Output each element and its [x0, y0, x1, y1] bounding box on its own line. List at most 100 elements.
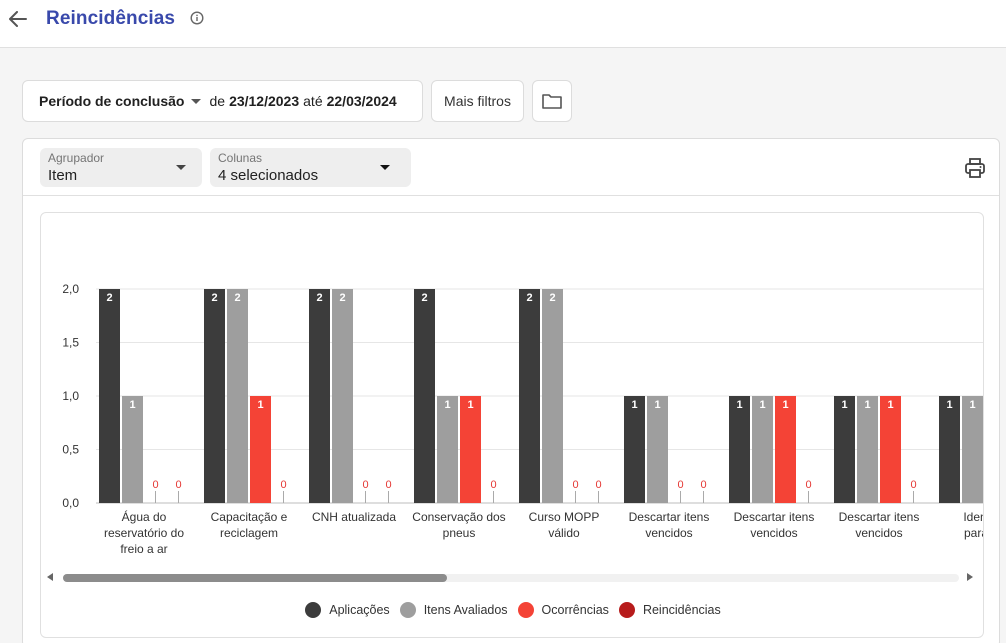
x-tick-label: Identific para co: [963, 510, 984, 540]
bar-data-label: 1: [631, 399, 637, 411]
bar-data-label: 1: [467, 399, 473, 411]
bar-data-label: 0: [152, 479, 158, 491]
report-panel: Agrupador Item Colunas 4 selecionados 0,…: [22, 138, 1000, 643]
more-filters-button[interactable]: Mais filtros: [431, 80, 524, 122]
bar: [752, 396, 773, 503]
bar: [880, 396, 901, 503]
bar-data-label: 0: [572, 479, 578, 491]
back-arrow-icon[interactable]: [6, 6, 30, 32]
print-icon[interactable]: [963, 156, 987, 180]
bar-data-label: 2: [526, 292, 532, 304]
scroll-thumb[interactable]: [63, 574, 447, 582]
top-bar: Reincidências: [0, 0, 1006, 48]
panel-toolbar: Agrupador Item Colunas 4 selecionados: [23, 139, 999, 196]
legend-item-ocorrencias[interactable]: Ocorrências: [517, 602, 609, 618]
bar-chart: 0,0 0,5 1,0 1,5 2,0 2 1 0 0 Água do reservatório d…: [62, 282, 984, 556]
x-tick-label: Curso MOPP válido: [529, 510, 600, 540]
bar: [962, 396, 983, 503]
to-date: 22/03/2024: [326, 93, 397, 109]
bar-data-label: 0: [490, 479, 496, 491]
bar: [414, 289, 435, 503]
legend-dot: [399, 602, 416, 618]
bar-data-label: 0: [910, 479, 916, 491]
bar-data-label: 2: [316, 292, 322, 304]
x-tick-label-line: vencidos: [750, 526, 797, 540]
y-tick-label: 1,5: [62, 336, 79, 350]
chart-scrollbar[interactable]: [41, 570, 983, 586]
bar-data-label: 0: [385, 479, 391, 491]
x-tick-label-line: reciclagem: [220, 526, 278, 540]
from-date: 23/12/2023: [229, 93, 300, 109]
legend-label: Itens Avaliados: [423, 603, 508, 617]
period-label: Período de conclusão: [39, 93, 185, 109]
legend-label: Ocorrências: [541, 603, 609, 617]
grouper-value: Item: [48, 167, 78, 184]
bar-data-label: 2: [339, 292, 345, 304]
bar: [332, 289, 353, 503]
bar-data-label: 1: [782, 399, 788, 411]
bar-data-label: 0: [677, 479, 683, 491]
bar-data-label: 1: [841, 399, 847, 411]
x-tick-label-line: pneus: [443, 526, 476, 540]
bar: [542, 289, 563, 503]
bar: [309, 289, 330, 503]
bar: [227, 289, 248, 503]
bar: [729, 396, 750, 503]
x-tick-label: Descartar itens vencidos: [839, 510, 920, 540]
scroll-left-arrow-icon[interactable]: [47, 573, 53, 581]
x-tick-label-line: vencidos: [645, 526, 692, 540]
x-tick-label-line: CNH atualizada: [312, 510, 396, 524]
columns-select[interactable]: Colunas 4 selecionados: [210, 148, 411, 187]
legend-item-reincidencias[interactable]: Reincidências: [618, 602, 721, 618]
x-tick-label-line: Conservação dos: [412, 510, 505, 524]
legend-label: Reincidências: [642, 603, 721, 617]
from-word: de: [209, 93, 226, 109]
x-tick-label-line: vencidos: [855, 526, 902, 540]
bar-data-label: 1: [444, 399, 450, 411]
x-tick-label-line: Descartar itens: [839, 510, 920, 524]
period-filter[interactable]: Período de conclusão de 23/12/2023 até 2…: [22, 80, 423, 122]
bar: [519, 289, 540, 503]
bar-data-label: 0: [700, 479, 706, 491]
x-tick-label-line: válido: [548, 526, 580, 540]
x-tick-label-line: Curso MOPP: [529, 510, 600, 524]
x-tick-label-line: Capacitação e: [211, 510, 288, 524]
legend-item-itens-avaliados[interactable]: Itens Avaliados: [399, 602, 508, 618]
x-tick-label: Água do reservatório do freio a ar: [104, 509, 184, 556]
grouper-select[interactable]: Agrupador Item: [40, 148, 202, 187]
x-tick-label: Capacitação e reciclagem: [211, 510, 288, 540]
bar-data-label: 0: [805, 479, 811, 491]
bar: [834, 396, 855, 503]
bar-data-label: 1: [129, 399, 135, 411]
bar: [857, 396, 878, 503]
x-tick-label-line: freio a ar: [120, 542, 167, 556]
folder-icon: [542, 94, 562, 109]
bar: [437, 396, 458, 503]
x-tick-label: Descartar itens vencidos: [734, 510, 815, 540]
bar-data-label: 2: [421, 292, 427, 304]
bar-data-label: 1: [969, 399, 975, 411]
bar: [204, 289, 225, 503]
bar-data-label: 1: [887, 399, 893, 411]
legend-dot: [517, 602, 534, 618]
y-tick-label: 0,0: [62, 496, 79, 510]
scroll-right-arrow-icon[interactable]: [967, 573, 973, 581]
x-tick-label: Conservação dos pneus: [412, 510, 505, 540]
dropdown-arrow-icon: [176, 165, 186, 170]
legend-dot: [305, 602, 322, 618]
bar-data-label: 0: [280, 479, 286, 491]
legend-item-aplicacoes[interactable]: Aplicações: [305, 602, 390, 618]
bar: [122, 396, 143, 503]
bar-data-label: 2: [211, 292, 217, 304]
bar: [99, 289, 120, 503]
bar: [939, 396, 960, 503]
scroll-track[interactable]: [63, 574, 959, 582]
folder-button[interactable]: [532, 80, 572, 122]
dropdown-arrow-icon: [380, 165, 390, 170]
bar-data-label: 2: [106, 292, 112, 304]
caret-down-icon: [191, 98, 202, 104]
x-tick-label: CNH atualizada: [312, 510, 396, 524]
bar-data-label: 1: [759, 399, 765, 411]
info-icon[interactable]: [190, 11, 204, 25]
bar: [624, 396, 645, 503]
